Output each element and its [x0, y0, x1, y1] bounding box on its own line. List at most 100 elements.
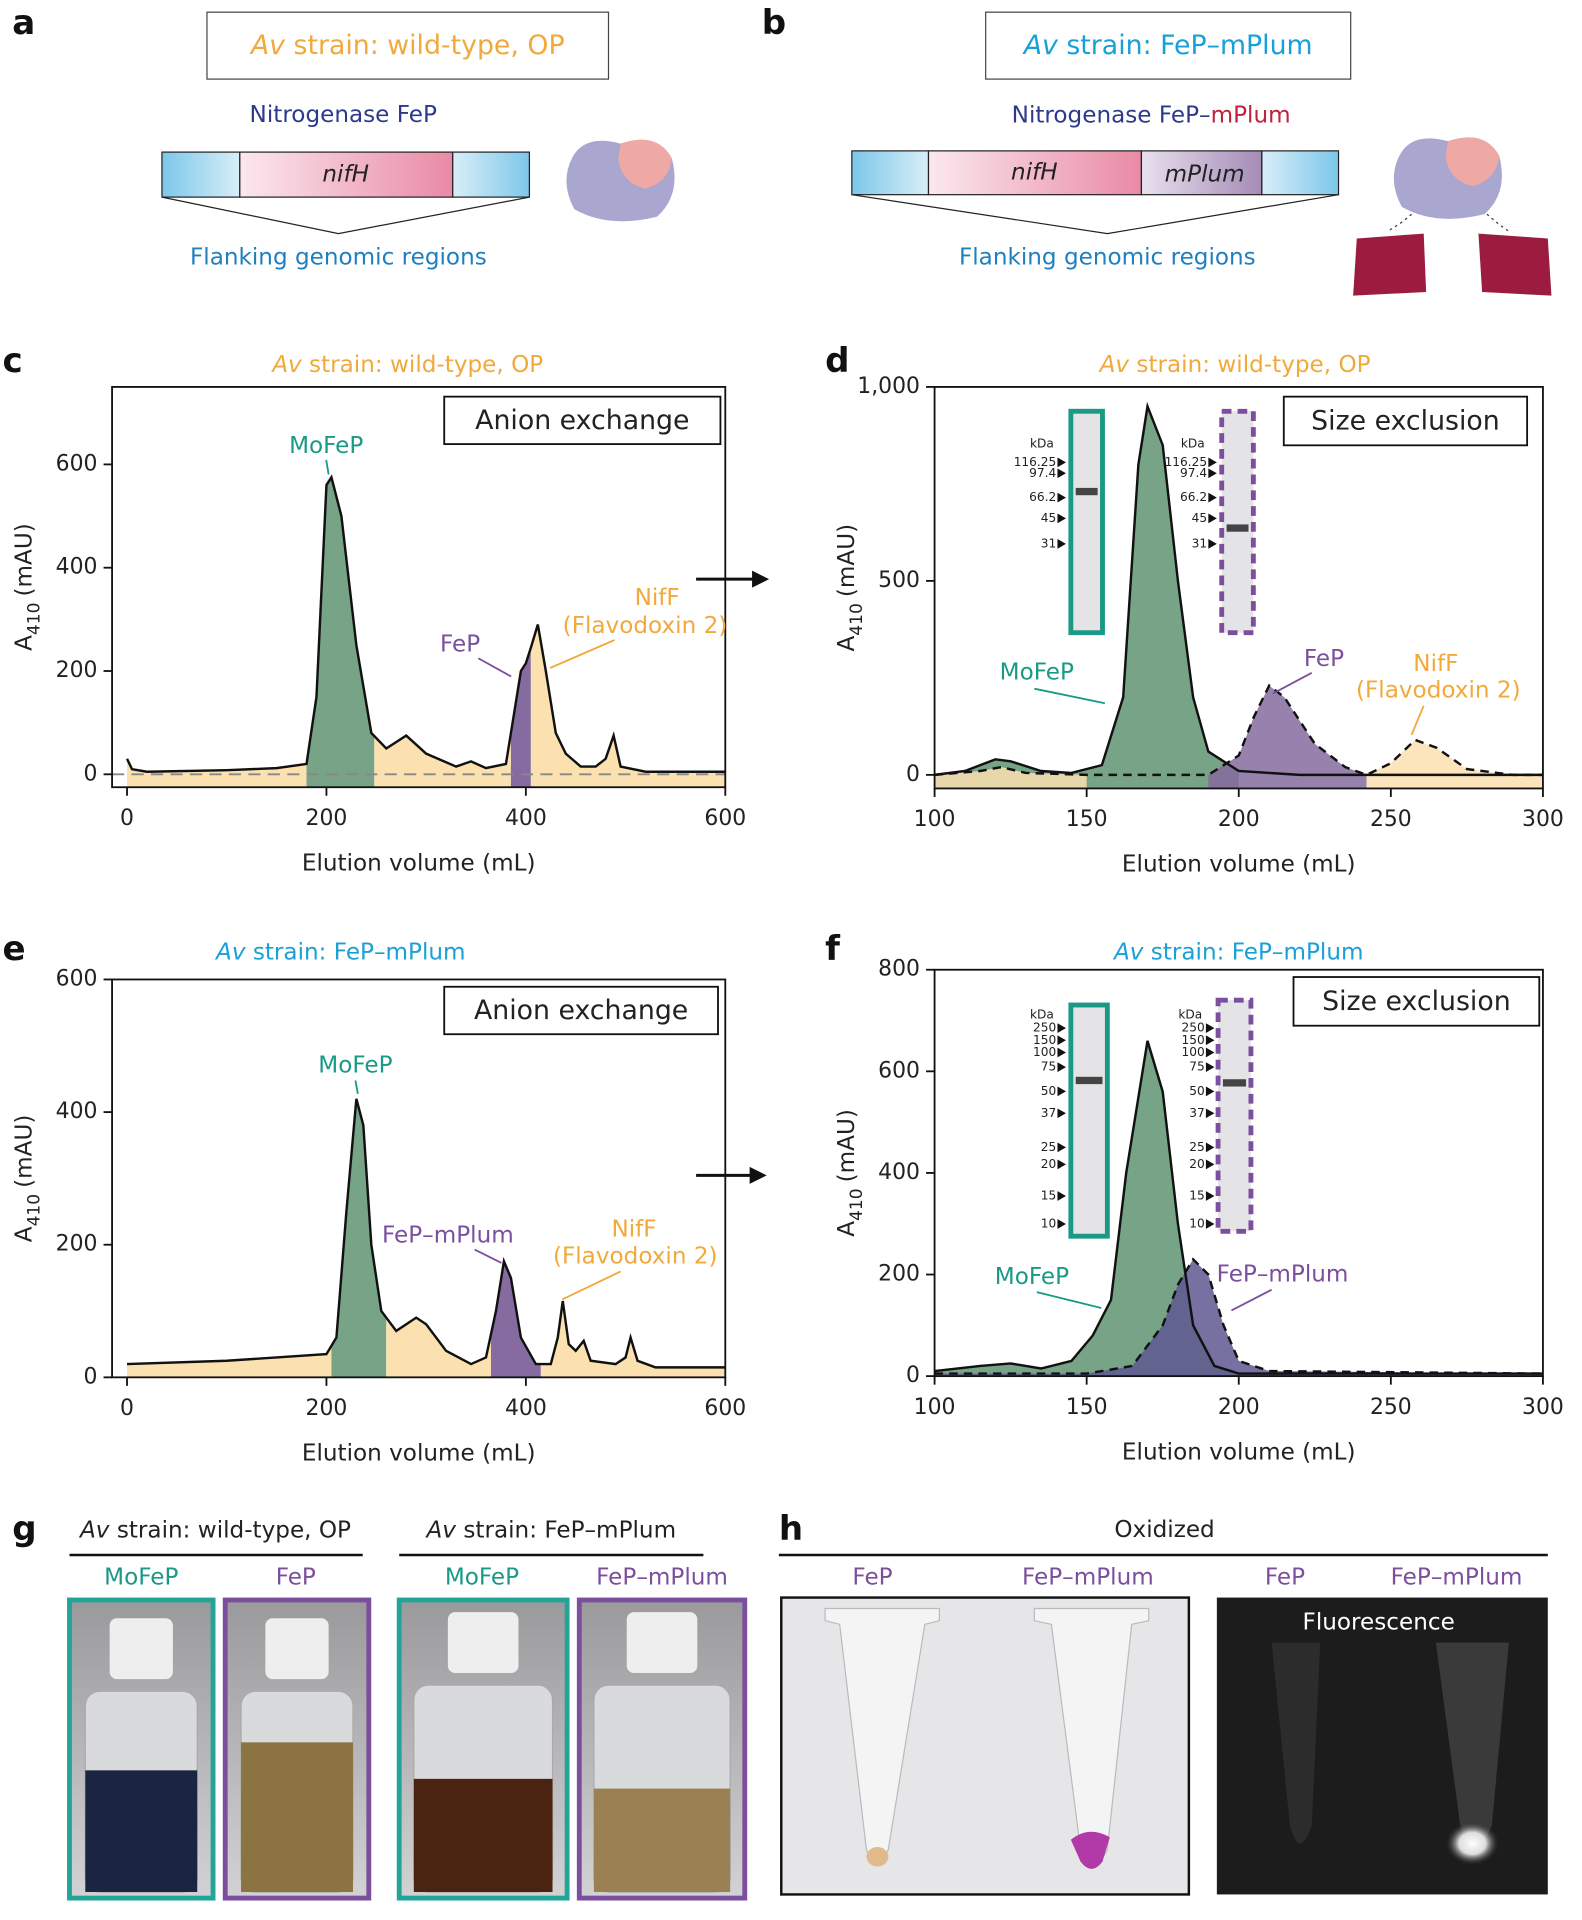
marker-arrow	[1205, 1159, 1215, 1170]
chart: 0 200 400 600 0 200 400 600 Elution volume (mL) A…	[3, 341, 747, 876]
annotation: NifF	[635, 585, 680, 611]
gel-band	[1222, 1079, 1247, 1087]
gel-marker: 15	[1189, 1189, 1204, 1203]
sample-label: MoFeP	[445, 1565, 519, 1591]
flank-region	[452, 151, 531, 198]
panel-letter: f	[825, 929, 841, 969]
marker-arrow	[1205, 1047, 1215, 1058]
gel-marker: 116.25	[1014, 455, 1057, 469]
panel-letter: d	[825, 341, 849, 381]
x-tick-label: 600	[704, 806, 746, 831]
leader-line	[1034, 687, 1106, 705]
gel-marker: 97.4	[1029, 466, 1056, 480]
strain-label: Av strain: wild-type, OP	[78, 1517, 351, 1543]
gel-marker: 45	[1041, 511, 1056, 525]
gel-lane	[1068, 408, 1105, 636]
chart-title: Av strain: FeP–mPlum	[1112, 939, 1364, 965]
x-tick-label: 200	[1218, 1395, 1260, 1420]
x-tick-label: 100	[914, 807, 956, 832]
trace-line	[934, 401, 1543, 777]
leader-line	[1036, 1291, 1102, 1309]
marker-arrow	[1057, 1108, 1066, 1119]
sample-label: MoFeP	[104, 1565, 178, 1591]
annotation: (Flavodoxin 2)	[553, 1243, 718, 1269]
gel-marker: 10	[1189, 1217, 1204, 1231]
y-tick-label: 1,000	[857, 374, 920, 399]
gel-lane	[1068, 1002, 1110, 1239]
strain-label: Av strain: FeP–mPlum	[1022, 30, 1313, 61]
gel-marker: 25	[1189, 1140, 1204, 1154]
flank-label: Flanking genomic regions	[190, 244, 487, 270]
gel-band	[1226, 524, 1249, 532]
x-tick-label: 300	[1522, 807, 1564, 832]
marker-arrow	[1057, 513, 1066, 524]
gel-marker: 250	[1181, 1021, 1204, 1035]
bottle-photo	[396, 1597, 570, 1901]
y-tick-label: 0	[84, 761, 98, 786]
x-axis-label: Elution volume (mL)	[1122, 1439, 1356, 1465]
chart: 100 150 200 250 300 0 500 1,000 Elution volume (…	[825, 341, 1564, 878]
gel-marker: 100	[1181, 1045, 1204, 1059]
annotation: FeP	[440, 631, 480, 657]
leader-line	[474, 1248, 502, 1264]
strain-label: Av strain: FeP–mPlum	[425, 1517, 677, 1543]
gel-marker: 75	[1041, 1060, 1056, 1074]
y-tick-label: 0	[84, 1364, 98, 1389]
gel-marker: 50	[1189, 1084, 1204, 1098]
leader-line	[1231, 1288, 1273, 1312]
flank-region	[1261, 150, 1340, 196]
method-label: Anion exchange	[474, 995, 688, 1026]
x-tick-label: 250	[1370, 807, 1412, 832]
marker-arrow	[1057, 1219, 1066, 1229]
method-box	[1282, 395, 1529, 447]
gel-marker: 15	[1041, 1189, 1056, 1203]
x-axis-label: Elution volume (mL)	[1122, 852, 1356, 878]
gel-marker: 150	[1181, 1033, 1204, 1047]
area-fill	[530, 624, 726, 788]
marker-arrow	[1057, 457, 1066, 468]
marker-arrow	[1057, 492, 1066, 503]
flank-lines	[851, 194, 1339, 235]
gel-lane	[1215, 997, 1254, 1234]
leader-line	[1272, 672, 1313, 695]
gel-marker: 25	[1041, 1140, 1056, 1154]
trace-line	[126, 1098, 726, 1369]
sample-label: FeP	[276, 1565, 316, 1591]
gel-marker: 10	[1041, 1217, 1056, 1231]
x-tick-label: 150	[1066, 1395, 1108, 1420]
y-axis-label: A410(mAU)	[11, 523, 45, 651]
x-axis-label: Elution volume (mL)	[302, 1440, 536, 1466]
gel-marker: 20	[1041, 1157, 1056, 1171]
x-tick-label: 150	[1066, 807, 1108, 832]
area-fill	[386, 1317, 491, 1378]
marker-arrow	[1057, 1191, 1066, 1201]
gel-band	[1075, 1076, 1103, 1085]
annotation: FeP–mPlum	[382, 1223, 514, 1249]
area-fill	[490, 1261, 541, 1378]
leader-line	[354, 1080, 359, 1095]
marker-arrow	[1057, 1142, 1066, 1153]
marker-arrow	[1057, 1047, 1066, 1058]
gel-marker: kDa	[1030, 437, 1054, 451]
leader-line	[561, 1270, 622, 1301]
area-fill	[1366, 739, 1543, 789]
x-axis-label: Elution volume (mL)	[302, 850, 536, 876]
leader-line	[325, 459, 330, 475]
y-tick-label: 400	[56, 1099, 98, 1124]
trace-line	[125, 474, 726, 773]
gel-marker: 45	[1192, 511, 1207, 525]
gel-marker: 97.4	[1180, 466, 1207, 480]
area-fill	[540, 1301, 726, 1378]
marker-arrow	[1208, 492, 1217, 503]
y-axis-label: A410(mAU)	[833, 1109, 867, 1237]
marker-arrow	[1208, 457, 1217, 468]
marker-arrow	[1057, 539, 1066, 549]
gel-marker: kDa	[1178, 1007, 1202, 1021]
gel-marker: 66.2	[1029, 490, 1056, 504]
y-tick-label: 600	[56, 451, 98, 476]
gel-marker: 50	[1041, 1084, 1056, 1098]
marker-arrow	[1205, 1062, 1215, 1072]
annotation: NifF	[1413, 651, 1458, 677]
gel-marker: kDa	[1181, 437, 1205, 451]
flank-region	[851, 150, 930, 196]
